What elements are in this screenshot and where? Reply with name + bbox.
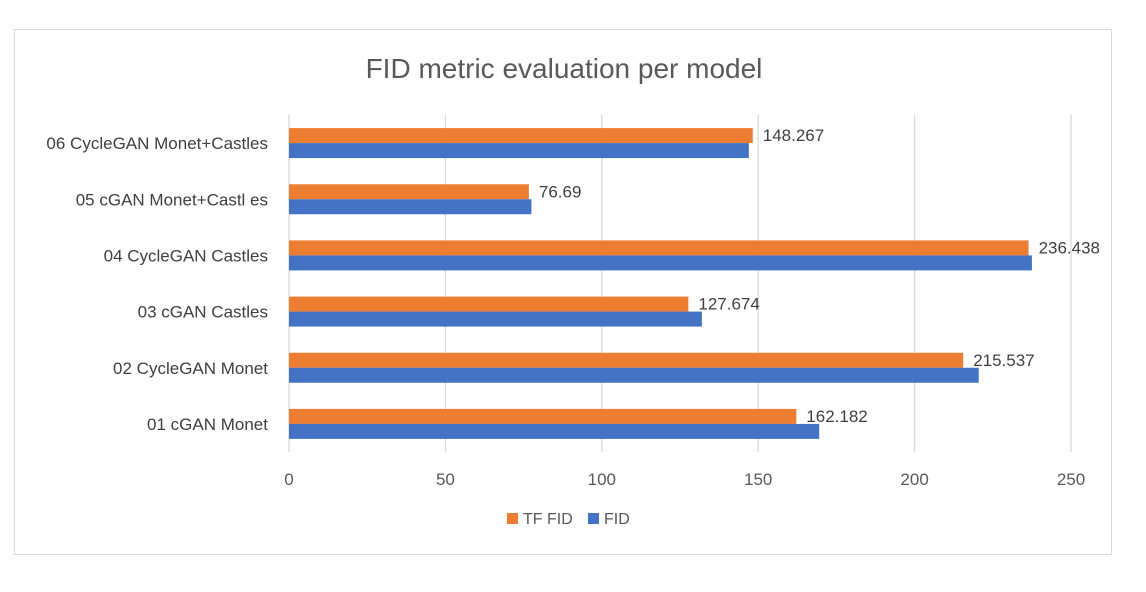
category-label: 05 cGAN Monet+Castl es xyxy=(76,190,268,209)
bar-tf-fid xyxy=(289,296,689,312)
chart-frame xyxy=(14,29,1112,555)
legend-swatch-tf-fid xyxy=(507,513,518,524)
category-label: 04 CycleGAN Castles xyxy=(104,246,268,265)
data-label: 76.69 xyxy=(539,182,582,201)
bar-fid xyxy=(289,199,532,215)
data-labels: 148.267 76.69 236.438 127.674 215.537 162.182 xyxy=(539,126,1100,426)
category-label: 06 CycleGAN Monet+Castles xyxy=(46,134,268,153)
data-label: 162.182 xyxy=(806,407,867,426)
bar-fid xyxy=(289,367,979,383)
x-tick-label-150: 150 xyxy=(744,470,772,489)
category-label: 02 CycleGAN Monet xyxy=(113,359,268,378)
x-tick-label-200: 200 xyxy=(900,470,928,489)
bar-fid xyxy=(289,255,1032,271)
x-tick-label-0: 0 xyxy=(284,470,293,489)
bar-tf-fid xyxy=(289,240,1029,256)
category-label: 03 cGAN Castles xyxy=(138,303,268,322)
bar-tf-fid xyxy=(289,128,753,144)
data-label: 127.674 xyxy=(698,295,759,314)
bar-tf-fid xyxy=(289,352,964,368)
x-tick-label-250: 250 xyxy=(1057,470,1085,489)
data-label: 148.267 xyxy=(763,126,824,145)
bar-fid xyxy=(289,423,820,439)
bar-fid xyxy=(289,143,749,159)
data-label: 236.438 xyxy=(1039,238,1100,257)
legend-label-fid: FID xyxy=(604,511,630,528)
legend-label-tf-fid: TF FID xyxy=(523,511,573,528)
x-tick-labels: 0 50 100 150 200 250 xyxy=(284,470,1085,489)
legend-swatch-fid xyxy=(588,513,599,524)
bar-tf-fid xyxy=(289,184,529,200)
data-label: 215.537 xyxy=(973,351,1034,370)
x-tick-label-100: 100 xyxy=(588,470,616,489)
bar-fid xyxy=(289,311,702,327)
category-label: 01 cGAN Monet xyxy=(147,415,268,434)
x-tick-label-50: 50 xyxy=(436,470,455,489)
gridlines xyxy=(288,115,1072,452)
bar-tf-fid xyxy=(289,408,797,424)
category-labels: 06 CycleGAN Monet+Castles 05 cGAN Monet+C… xyxy=(46,134,268,434)
legend: TF FID FID xyxy=(507,511,630,528)
bars xyxy=(289,128,1032,439)
chart-title: FID metric evaluation per model xyxy=(366,53,763,84)
